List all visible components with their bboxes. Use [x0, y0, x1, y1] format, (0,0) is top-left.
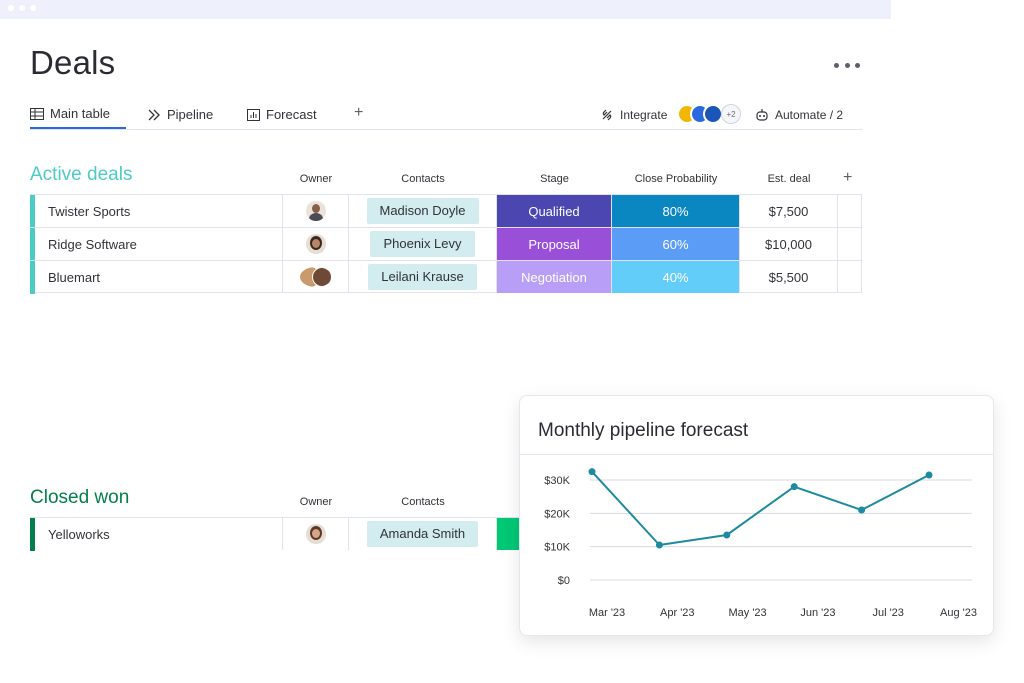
stage-status[interactable]	[497, 518, 520, 550]
probability-status[interactable]: 40%	[612, 261, 740, 293]
data-point[interactable]	[655, 541, 663, 549]
group-title-active-deals: Active deals	[30, 164, 133, 185]
integrations-more-count: +2	[721, 104, 741, 124]
owner-cell[interactable]	[283, 518, 349, 550]
group-title-closed-won: Closed won	[30, 487, 130, 508]
pipeline-icon	[148, 109, 160, 120]
x-tick-label: Aug '23	[940, 607, 977, 619]
column-header-owner: Owner	[299, 173, 333, 185]
probability-status[interactable]: 80%	[612, 195, 740, 227]
robot-icon	[756, 108, 768, 121]
automate-label: Automate / 2	[775, 107, 844, 122]
column-header-contacts: Contacts	[401, 173, 445, 185]
data-point[interactable]	[858, 506, 866, 514]
contact-cell[interactable]: Amanda Smith	[349, 518, 497, 550]
stage-status[interactable]: Negotiation	[497, 261, 612, 293]
est-deal-value[interactable]: $5,500	[740, 261, 838, 293]
contact-chip[interactable]: Madison Doyle	[366, 198, 479, 224]
tab-pipeline[interactable]: Pipeline	[148, 100, 213, 129]
stage-status[interactable]: Proposal	[497, 228, 612, 260]
data-point[interactable]	[723, 531, 731, 539]
forecast-chart-card: Monthly pipeline forecast $0 $10K $20K $30K…	[519, 395, 994, 636]
forecast-line-chart: $0 $10K $20K $30K Mar '23 Apr '23 May '23 Jun '…	[544, 468, 977, 619]
y-tick-label: $30K	[544, 475, 570, 487]
integration-logo-icon	[703, 104, 723, 124]
deal-name[interactable]: Ridge Software	[35, 228, 283, 260]
column-header-est-deal: Est. deal	[767, 173, 811, 185]
contact-cell[interactable]: Phoenix Levy	[349, 228, 497, 260]
window-dot-icon	[19, 5, 25, 11]
empty-cell	[838, 228, 862, 260]
series-line	[591, 470, 930, 546]
y-tick-label: $20K	[544, 508, 570, 520]
integrate-label: Integrate	[620, 107, 668, 122]
avatar	[305, 524, 326, 544]
empty-cell	[838, 261, 862, 293]
contact-cell[interactable]: Leilani Krause	[349, 261, 497, 293]
x-tick-label: Apr '23	[660, 607, 695, 619]
table-icon	[30, 107, 44, 120]
chart-title: Monthly pipeline forecast	[538, 420, 749, 441]
table-row[interactable]: Bluemart Leilani Krause Negotiation 40% …	[30, 260, 862, 294]
stage-status[interactable]: Qualified	[497, 195, 612, 227]
deal-name[interactable]: Bluemart	[35, 261, 283, 293]
x-tick-label: Jun '23	[800, 607, 835, 619]
deal-name[interactable]: Yelloworks	[35, 518, 283, 550]
tab-label: Forecast	[266, 107, 317, 122]
group-color-bar	[30, 518, 35, 551]
page-title: Deals	[30, 44, 116, 81]
column-header-contacts: Contacts	[401, 496, 445, 508]
y-tick-label: $0	[558, 575, 570, 587]
avatar	[305, 201, 326, 221]
automate-button[interactable]: Automate / 2	[755, 100, 843, 129]
integrate-button[interactable]: Integrate	[600, 100, 667, 129]
x-tick-label: Jul '23	[872, 607, 903, 619]
tab-forecast[interactable]: Forecast	[247, 100, 317, 129]
group-color-bar	[30, 261, 35, 294]
tab-main-table[interactable]: Main table	[30, 100, 126, 129]
est-deal-value[interactable]: $7,500	[740, 195, 838, 227]
table-row[interactable]: Yelloworks Amanda Smith	[30, 517, 520, 551]
column-header-owner: Owner	[299, 496, 333, 508]
owner-cell[interactable]	[283, 261, 349, 293]
data-point[interactable]	[588, 468, 596, 476]
y-tick-label: $10K	[544, 542, 570, 554]
deal-name[interactable]: Twister Sports	[35, 195, 283, 227]
window-top-bar	[0, 0, 891, 19]
tab-label: Main table	[50, 106, 110, 121]
chart-divider	[520, 454, 993, 455]
integrate-icon	[602, 109, 612, 120]
probability-status[interactable]: 60%	[612, 228, 740, 260]
contact-chip[interactable]: Leilani Krause	[368, 264, 477, 290]
integration-logos[interactable]: +2	[677, 104, 747, 126]
add-column-button[interactable]: +	[843, 169, 853, 186]
contact-chip[interactable]: Amanda Smith	[366, 521, 479, 547]
est-deal-value[interactable]: $10,000	[740, 228, 838, 260]
owner-cell[interactable]	[283, 195, 349, 227]
column-header-close-probability: Close Probability	[634, 173, 718, 185]
empty-cell	[838, 195, 862, 227]
x-tick-label: Mar '23	[589, 607, 625, 619]
avatar	[305, 234, 326, 254]
tab-label: Pipeline	[167, 107, 214, 122]
owner-cell[interactable]	[283, 228, 349, 260]
group-color-bar	[30, 195, 35, 228]
window-dot-icon	[8, 5, 14, 11]
add-view-button[interactable]: +	[354, 104, 364, 121]
table-row[interactable]: Twister Sports Madison Doyle Qualified 8…	[30, 194, 862, 228]
chart-icon	[247, 108, 260, 121]
more-options-icon[interactable]	[834, 60, 860, 70]
contact-chip[interactable]: Phoenix Levy	[370, 231, 475, 257]
data-point[interactable]	[790, 483, 798, 491]
contact-cell[interactable]: Madison Doyle	[349, 195, 497, 227]
avatar	[299, 267, 332, 287]
table-row[interactable]: Ridge Software Phoenix Levy Proposal 60%…	[30, 227, 862, 261]
x-tick-label: May '23	[729, 607, 767, 619]
group-color-bar	[30, 228, 35, 261]
column-header-stage: Stage	[540, 173, 569, 185]
view-tabs: Main table Pipeline Forecast + Integrate…	[30, 100, 862, 130]
data-point[interactable]	[925, 471, 933, 479]
window-dot-icon	[30, 5, 36, 11]
